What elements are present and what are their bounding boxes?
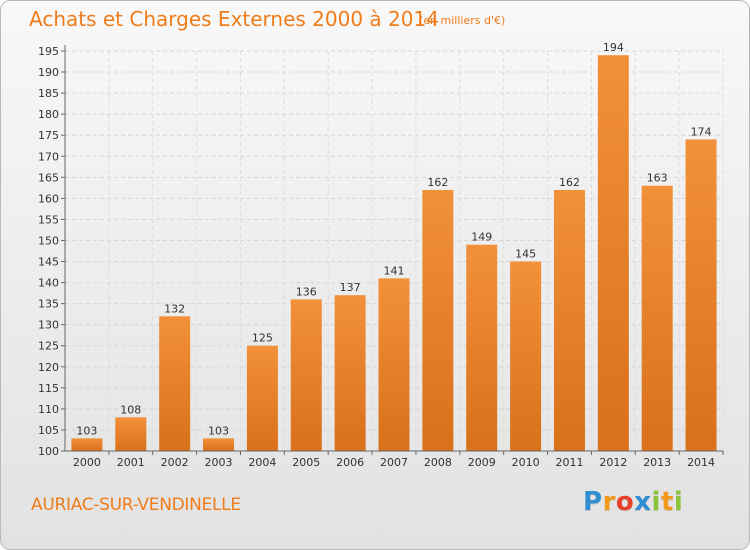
- y-tick-label: 105: [38, 424, 59, 437]
- data-label: 149: [471, 231, 492, 244]
- axes: 100 105 110 115 120 125 130 135 140 145 150 155 160 1…: [38, 45, 724, 469]
- bar: [466, 244, 498, 451]
- y-tick-label: 180: [38, 108, 59, 121]
- y-tick-label: 190: [38, 66, 59, 79]
- data-label: 103: [76, 424, 97, 437]
- x-tick-label: 2007: [380, 456, 408, 469]
- logo-letter: i: [651, 487, 661, 517]
- bars: [71, 55, 717, 452]
- data-label: 136: [296, 285, 317, 298]
- bar: [115, 417, 147, 451]
- x-tick-label: 2014: [687, 456, 715, 469]
- data-label: 162: [427, 176, 448, 189]
- logo-letter: P: [583, 487, 603, 517]
- y-tick-label: 185: [38, 87, 59, 100]
- y-tick-label: 125: [38, 340, 59, 353]
- data-label: 163: [647, 172, 668, 185]
- y-tick-label: 195: [38, 45, 59, 58]
- data-labels: 103 108 132 103 125 136 137 141 162 149 145 162 194 1…: [76, 41, 711, 437]
- x-tick-label: 2003: [205, 456, 233, 469]
- proxiti-logo: Proxiti: [583, 487, 683, 517]
- data-label: 162: [559, 176, 580, 189]
- bar: [685, 139, 717, 451]
- bar: [334, 295, 366, 451]
- bar: [203, 438, 235, 451]
- data-label: 137: [340, 281, 361, 294]
- bar: [510, 261, 542, 451]
- bar: [71, 438, 103, 451]
- data-label: 108: [120, 403, 141, 416]
- bar: [246, 345, 278, 451]
- y-tick-label: 145: [38, 256, 59, 269]
- data-label: 194: [603, 41, 624, 54]
- data-label: 141: [384, 264, 405, 277]
- logo-letter: i: [673, 487, 684, 517]
- y-tick-label: 130: [38, 319, 59, 332]
- y-tick-label: 120: [38, 361, 59, 374]
- x-tick-label: 2002: [161, 456, 189, 469]
- x-tick-label: 2006: [336, 456, 364, 469]
- x-tick-label: 2000: [73, 456, 101, 469]
- y-tick-label: 160: [38, 192, 59, 205]
- data-label: 132: [164, 302, 185, 315]
- x-tick-label: 2004: [248, 456, 276, 469]
- y-tick-label: 115: [38, 382, 59, 395]
- bar: [641, 185, 673, 451]
- data-label: 103: [208, 424, 229, 437]
- data-label: 174: [691, 125, 712, 138]
- y-tick-label: 140: [38, 277, 59, 290]
- logo-letter: t: [660, 487, 674, 517]
- y-tick-label: 110: [38, 403, 59, 416]
- x-tick-label: 2011: [555, 456, 583, 469]
- y-tick-label: 175: [38, 129, 59, 142]
- data-label: 125: [252, 332, 273, 345]
- logo-letter: r: [602, 487, 616, 517]
- bar: [378, 278, 410, 451]
- y-tick-label: 100: [38, 445, 59, 458]
- bar: [553, 189, 585, 451]
- x-tick-label: 2009: [468, 456, 496, 469]
- bar: [597, 55, 629, 452]
- x-tick-label: 2010: [512, 456, 540, 469]
- y-tick-label: 170: [38, 150, 59, 163]
- x-tick-label: 2012: [599, 456, 627, 469]
- y-tick-label: 135: [38, 298, 59, 311]
- logo-letter: o: [615, 487, 635, 517]
- logo-letter: x: [634, 487, 652, 517]
- bar: [290, 299, 322, 451]
- bar: [422, 189, 454, 451]
- data-label: 145: [515, 248, 536, 261]
- chart-subtitle: (en milliers d'€): [419, 14, 506, 27]
- x-tick-label: 2005: [292, 456, 320, 469]
- chart-title: Achats et Charges Externes 2000 à 2014: [29, 7, 439, 31]
- x-tick-label: 2008: [424, 456, 452, 469]
- x-tick-label: 2001: [117, 456, 145, 469]
- y-tick-label: 150: [38, 234, 59, 247]
- place-name: AURIAC-SUR-VENDINELLE: [31, 495, 241, 515]
- y-tick-label: 155: [38, 213, 59, 226]
- bar: [159, 316, 191, 451]
- y-tick-label: 165: [38, 171, 59, 184]
- x-tick-label: 2013: [643, 456, 671, 469]
